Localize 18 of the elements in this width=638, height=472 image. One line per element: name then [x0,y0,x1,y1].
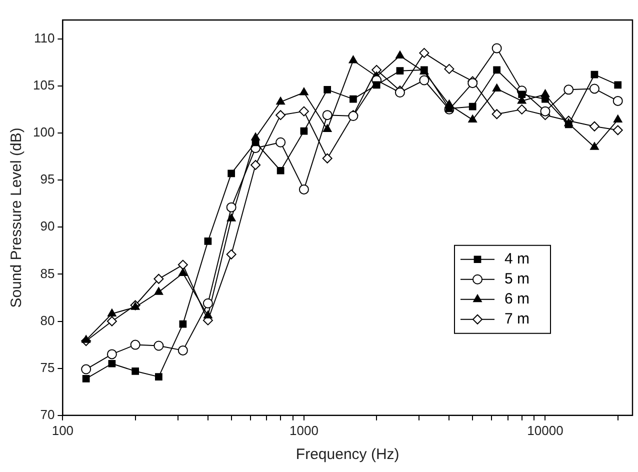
x-tick-label: 100 [52,422,74,438]
legend-label: 5 m [504,270,530,288]
y-tick-label: 90 [40,218,55,234]
y-tick-label: 80 [40,312,55,328]
y-tick-label: 70 [40,406,55,422]
legend-label: 6 m [504,290,530,308]
legend-label: 4 m [504,250,530,268]
y-tick-label: 75 [40,360,55,375]
y-tick-label: 85 [40,266,55,281]
y-tick-label: 100 [32,124,55,140]
x-axis-title: Frequency (Hz) [296,446,400,464]
y-tick-label: 95 [40,172,55,187]
y-tick-label: 105 [32,77,55,92]
y-tick-label: 110 [34,30,55,46]
y-axis-title: Sound Pressure Level (dB) [8,128,26,308]
x-tick-label: 10000 [527,422,564,438]
x-tick-label: 1000 [289,422,318,438]
legend-label: 7 m [504,310,530,328]
